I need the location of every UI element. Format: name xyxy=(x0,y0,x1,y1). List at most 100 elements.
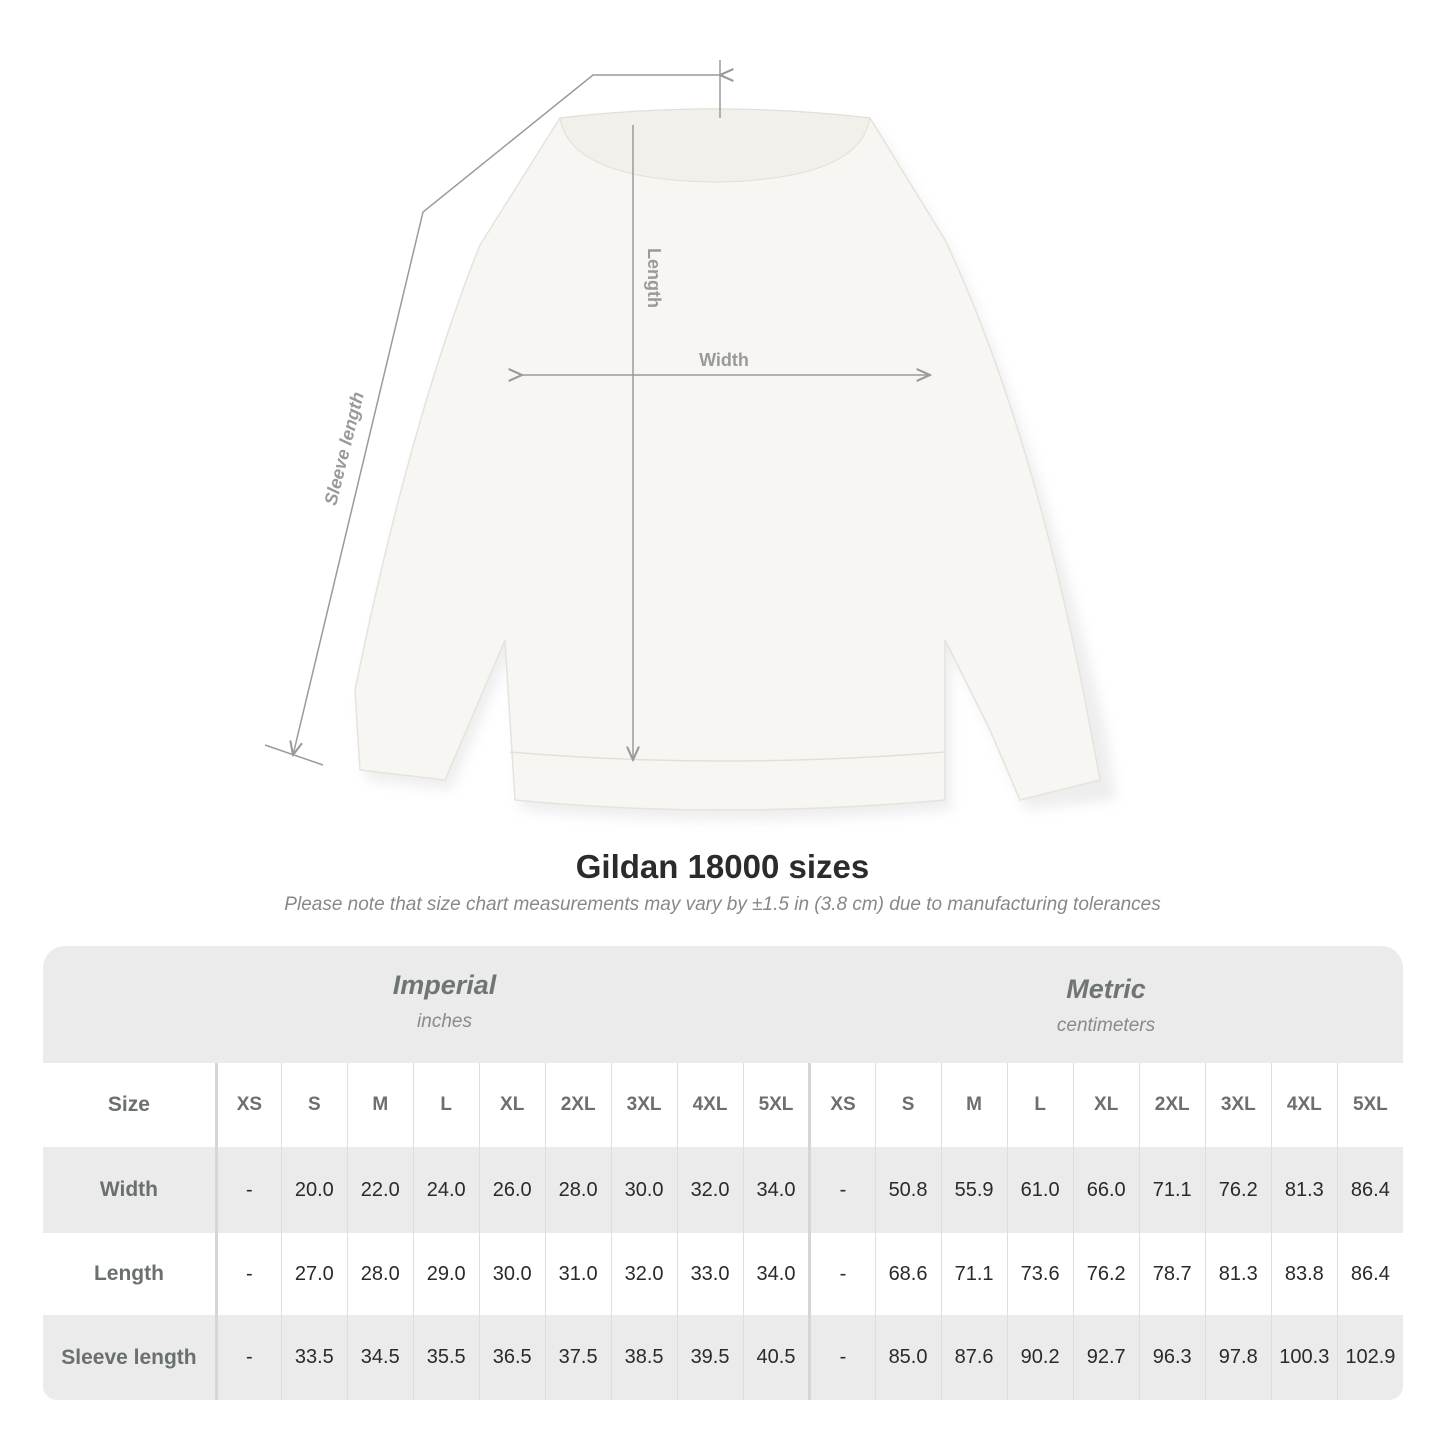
table-cell: 86.4 xyxy=(1336,1147,1403,1233)
table-cell: 32.0 xyxy=(610,1233,677,1315)
table-cell: 22.0 xyxy=(346,1147,413,1233)
table-cell: 38.5 xyxy=(610,1315,677,1400)
table-cell: 68.6 xyxy=(874,1233,941,1315)
imperial-unit: inches xyxy=(417,1011,472,1032)
size-table: Imperial inches Metric centimeters Size X… xyxy=(43,946,1403,1400)
size-header-cell: M xyxy=(940,1063,1007,1147)
table-cell: 81.3 xyxy=(1204,1233,1271,1315)
table-cell: 66.0 xyxy=(1072,1147,1139,1233)
size-header-cell: 4XL xyxy=(676,1063,743,1147)
sleeve-length-label: Sleeve length xyxy=(320,390,367,507)
table-cell: 29.0 xyxy=(412,1233,479,1315)
table-cell: 87.6 xyxy=(940,1315,1007,1400)
size-header-cell: XL xyxy=(478,1063,545,1147)
table-cell: 61.0 xyxy=(1006,1147,1073,1233)
size-header-cell: 5XL xyxy=(742,1063,809,1147)
table-cell: - xyxy=(214,1233,281,1315)
table-cell: 24.0 xyxy=(412,1147,479,1233)
table-cell: 30.0 xyxy=(478,1233,545,1315)
table-cell: 78.7 xyxy=(1138,1233,1205,1315)
table-cell: 90.2 xyxy=(1006,1315,1073,1400)
width-label: Width xyxy=(699,350,749,370)
metric-header: Metric centimeters xyxy=(809,974,1403,1037)
table-cell: 71.1 xyxy=(940,1233,1007,1315)
table-cell: 76.2 xyxy=(1072,1233,1139,1315)
table-cell: 20.0 xyxy=(280,1147,347,1233)
table-cell: 33.5 xyxy=(280,1315,347,1400)
table-cell: 34.5 xyxy=(346,1315,413,1400)
length-row-band xyxy=(43,1233,1403,1315)
table-cell: - xyxy=(214,1147,281,1233)
table-cell: 26.0 xyxy=(478,1147,545,1233)
sweatshirt-diagram: Length Width Sleeve length xyxy=(264,60,1116,820)
size-header-cell: 3XL xyxy=(610,1063,677,1147)
size-row-band xyxy=(43,1063,1403,1147)
table-cell: 31.0 xyxy=(544,1233,611,1315)
table-cell: 32.0 xyxy=(676,1147,743,1233)
table-cell: 81.3 xyxy=(1270,1147,1337,1233)
row-label: Sleeve length xyxy=(61,1345,197,1369)
size-header-cell: S xyxy=(874,1063,941,1147)
sleeve-row-band xyxy=(43,1315,1403,1400)
row-label: Size xyxy=(107,1093,150,1116)
table-cell: - xyxy=(808,1147,874,1233)
table-cell: 83.8 xyxy=(1270,1233,1337,1315)
size-header-cell: 5XL xyxy=(1336,1063,1403,1147)
imperial-header: Imperial inches xyxy=(215,970,674,1033)
table-cell: 28.0 xyxy=(346,1233,413,1315)
measure-lines xyxy=(264,60,930,766)
table-row: Sleeve length -33.5 34.5 35.5 36.5 37.5 38.5 39… xyxy=(43,1315,1403,1400)
size-header-cell: 4XL xyxy=(1270,1063,1337,1147)
table-header-band xyxy=(43,946,1403,1063)
table-cell: 85.0 xyxy=(874,1315,941,1400)
width-row-band xyxy=(43,1147,1403,1233)
length-label: Length xyxy=(644,248,664,308)
sweatshirt-body xyxy=(354,108,1101,811)
size-header-cell: XS xyxy=(808,1063,874,1147)
table-cell: 102.9 xyxy=(1336,1315,1403,1400)
size-header-cell: L xyxy=(1006,1063,1073,1147)
table-cell: 37.5 xyxy=(544,1315,611,1400)
table-cell: 55.9 xyxy=(940,1147,1007,1233)
table-cell: 28.0 xyxy=(544,1147,611,1233)
table-cell: - xyxy=(214,1315,281,1400)
table-cell: 35.5 xyxy=(412,1315,479,1400)
table-cell: 92.7 xyxy=(1072,1315,1139,1400)
row-label: Width xyxy=(99,1178,158,1201)
table-cell: - xyxy=(808,1233,874,1315)
table-cell: 34.0 xyxy=(742,1233,809,1315)
size-header-cell: M xyxy=(346,1063,413,1147)
size-header-cell: 2XL xyxy=(1138,1063,1205,1147)
table-cell: 100.3 xyxy=(1270,1315,1337,1400)
size-header-cell: L xyxy=(412,1063,479,1147)
tolerance-note: Please note that size chart measurements… xyxy=(284,894,1161,915)
table-cell: 97.8 xyxy=(1204,1315,1271,1400)
table-cell: 34.0 xyxy=(742,1147,809,1233)
metric-title: Metric xyxy=(1066,974,1146,1004)
size-header-cell: S xyxy=(280,1063,347,1147)
table-cell: 30.0 xyxy=(610,1147,677,1233)
size-header-cell: 3XL xyxy=(1204,1063,1271,1147)
table-cell: 33.0 xyxy=(676,1233,743,1315)
table-cell: 96.3 xyxy=(1138,1315,1205,1400)
metric-unit: centimeters xyxy=(1056,1015,1156,1036)
table-cell: 50.8 xyxy=(874,1147,941,1233)
table-cell: 27.0 xyxy=(280,1233,347,1315)
table-cell: 36.5 xyxy=(478,1315,545,1400)
table-cell: 76.2 xyxy=(1204,1147,1271,1233)
table-cell: - xyxy=(808,1315,874,1400)
table-cell: 39.5 xyxy=(676,1315,743,1400)
imperial-title: Imperial xyxy=(392,970,497,1000)
size-header-cell: 2XL xyxy=(544,1063,611,1147)
table-cell: 73.6 xyxy=(1006,1233,1073,1315)
size-header-cell: XS xyxy=(214,1063,281,1147)
row-label: Length xyxy=(93,1262,164,1285)
table-row: Width -20.0 22.0 24.0 26.0 28.0 30.0 32.0 34.0-5… xyxy=(43,1147,1403,1233)
size-header-row: Size XS S M L XL 2XL 3XL 4XL 5XL XS S M L XL 2XL 3XL 4XL 5… xyxy=(43,1063,1403,1147)
table-cell: 86.4 xyxy=(1336,1233,1403,1315)
size-header-cell: XL xyxy=(1072,1063,1139,1147)
table-cell: 40.5 xyxy=(742,1315,809,1400)
table-cell: 71.1 xyxy=(1138,1147,1205,1233)
page-title: Gildan 18000 sizes xyxy=(575,848,870,885)
table-row: Length -27.0 28.0 29.0 30.0 31.0 32.0 33.0 34.0-… xyxy=(43,1233,1403,1315)
